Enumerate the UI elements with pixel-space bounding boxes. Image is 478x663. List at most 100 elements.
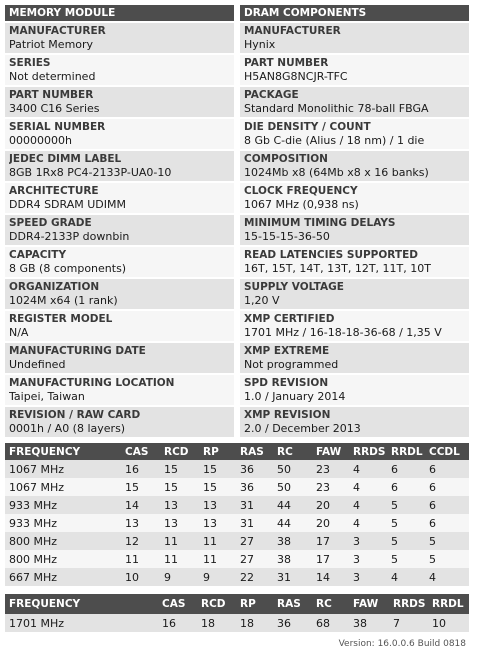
table-cell: 4 — [349, 460, 387, 478]
table-cell: 6 — [425, 496, 469, 514]
table-cell: 6 — [387, 460, 425, 478]
info-label: MANUFACTURING DATE — [9, 345, 146, 357]
column-header: RRDL — [391, 445, 423, 458]
table-cell: 17 — [312, 550, 349, 568]
table-row: 800 MHz 12 11 11 27 38 17 3 5 5 — [5, 532, 469, 550]
table-cell: 50 — [273, 478, 312, 496]
info-value: 16T, 15T, 14T, 13T, 12T, 11T, 10T — [244, 262, 431, 275]
info-label: XMP EXTREME — [244, 345, 330, 357]
table-cell: 38 — [273, 532, 312, 550]
table-cell: 13 — [199, 514, 236, 532]
table-cell: 6 — [425, 460, 469, 478]
dram-info-cell: MANUFACTURER Hynix — [240, 23, 469, 53]
table-cell: 13 — [199, 496, 236, 514]
table-cell: 4 — [349, 496, 387, 514]
table-cell: 4 — [349, 478, 387, 496]
table-cell: 5 — [387, 496, 425, 514]
table-cell: 4 — [349, 514, 387, 532]
table-cell: 36 — [236, 460, 273, 478]
table-cell: 15 — [160, 478, 199, 496]
table-cell: 11 — [160, 550, 199, 568]
info-value: 8GB 1Rx8 PC4-2133P-UA0-10 — [9, 166, 172, 179]
module-info-cell: SPEED GRADE DDR4-2133P downbin — [5, 215, 234, 245]
table-cell: 44 — [273, 514, 312, 532]
info-value: 2.0 / December 2013 — [244, 422, 361, 435]
table-cell: 18 — [197, 614, 236, 632]
table-cell: 12 — [121, 532, 160, 550]
table-cell: 13 — [160, 514, 199, 532]
dram-components-header: DRAM COMPONENTS — [240, 5, 469, 21]
column-header: RRDS — [353, 445, 386, 458]
dram-info-cell: SUPPLY VOLTAGE 1,20 V — [240, 279, 469, 309]
table-cell: 17 — [312, 532, 349, 550]
info-value: H5AN8G8NCJR-TFC — [244, 70, 348, 83]
info-label: XMP REVISION — [244, 409, 331, 421]
spd-info-panel: MEMORY MODULE DRAM COMPONENTS MANUFACTUR… — [5, 5, 469, 632]
info-value: Taipei, Taiwan — [9, 390, 85, 403]
table-cell: 15 — [121, 478, 160, 496]
dram-info-cell: XMP EXTREME Not programmed — [240, 343, 469, 373]
module-info-cell: MANUFACTURER Patriot Memory — [5, 23, 234, 53]
info-label: DIE DENSITY / COUNT — [244, 121, 371, 133]
module-info-cell: ARCHITECTURE DDR4 SDRAM UDIMM — [5, 183, 234, 213]
dram-info-cell: CLOCK FREQUENCY 1067 MHz (0,938 ns) — [240, 183, 469, 213]
table-cell: 933 MHz — [5, 496, 121, 514]
module-info-cell: MANUFACTURING DATE Undefined — [5, 343, 234, 373]
column-header: FAW — [316, 445, 342, 458]
info-label: SERIES — [9, 57, 51, 69]
table-cell: 1701 MHz — [5, 614, 158, 632]
table-cell: 10 — [428, 614, 469, 632]
table-cell: 20 — [312, 514, 349, 532]
table-cell: 4 — [425, 568, 469, 586]
table-cell: 16 — [121, 460, 160, 478]
info-value: Not determined — [9, 70, 96, 83]
table-cell: 20 — [312, 496, 349, 514]
table-cell: 23 — [312, 460, 349, 478]
column-header: RRDS — [393, 598, 426, 610]
info-value: Standard Monolithic 78-ball FBGA — [244, 102, 429, 115]
info-label: READ LATENCIES SUPPORTED — [244, 249, 418, 261]
info-label: JEDEC DIMM LABEL — [9, 153, 122, 165]
dram-info-cell: COMPOSITION 1024Mb x8 (64Mb x8 x 16 banks… — [240, 151, 469, 181]
table-cell: 6 — [425, 514, 469, 532]
table-row: 1067 MHz 16 15 15 36 50 23 4 6 6 — [5, 460, 469, 478]
table-cell: 68 — [312, 614, 349, 632]
table-cell: 16 — [158, 614, 197, 632]
info-label: CLOCK FREQUENCY — [244, 185, 358, 197]
table-cell: 5 — [387, 532, 425, 550]
dram-info-cell: XMP CERTIFIED 1701 MHz / 16-18-18-36-68 /… — [240, 311, 469, 341]
info-value: 1067 MHz (0,938 ns) — [244, 198, 359, 211]
module-info-cell: JEDEC DIMM LABEL 8GB 1Rx8 PC4-2133P-UA0-1… — [5, 151, 234, 181]
info-value: 8 GB (8 components) — [9, 262, 127, 275]
table-cell: 1067 MHz — [5, 478, 121, 496]
table-cell: 11 — [160, 532, 199, 550]
table-cell: 18 — [236, 614, 273, 632]
table-cell: 36 — [236, 478, 273, 496]
info-value: Not programmed — [244, 358, 339, 371]
dram-info-cell: MINIMUM TIMING DELAYS 15-15-15-36-50 — [240, 215, 469, 245]
column-header: RP — [240, 598, 256, 610]
table-cell: 27 — [236, 532, 273, 550]
table-cell: 3 — [349, 550, 387, 568]
column-header: RP — [203, 445, 219, 458]
info-value: 3400 C16 Series — [9, 102, 100, 115]
module-info-cell: MANUFACTURING LOCATION Taipei, Taiwan — [5, 375, 234, 405]
table-cell: 6 — [387, 478, 425, 496]
info-label: SUPPLY VOLTAGE — [244, 281, 344, 293]
column-header: CAS — [125, 445, 149, 458]
dram-info-cell: DIE DENSITY / COUNT 8 Gb C-die (Alius / 1… — [240, 119, 469, 149]
table-cell: 11 — [121, 550, 160, 568]
column-header: RC — [316, 598, 332, 610]
info-value: DDR4-2133P downbin — [9, 230, 130, 243]
table-cell: 31 — [273, 568, 312, 586]
table-cell: 3 — [349, 532, 387, 550]
table-cell: 15 — [199, 460, 236, 478]
table-cell: 5 — [387, 514, 425, 532]
table-row: 933 MHz 14 13 13 31 44 20 4 5 6 — [5, 496, 469, 514]
table-cell: 7 — [389, 614, 428, 632]
table-cell: 800 MHz — [5, 532, 121, 550]
info-value: N/A — [9, 326, 29, 339]
info-value: 1701 MHz / 16-18-18-36-68 / 1,35 V — [244, 326, 442, 339]
module-info-cell: ORGANIZATION 1024M x64 (1 rank) — [5, 279, 234, 309]
module-info-cell: PART NUMBER 3400 C16 Series — [5, 87, 234, 117]
